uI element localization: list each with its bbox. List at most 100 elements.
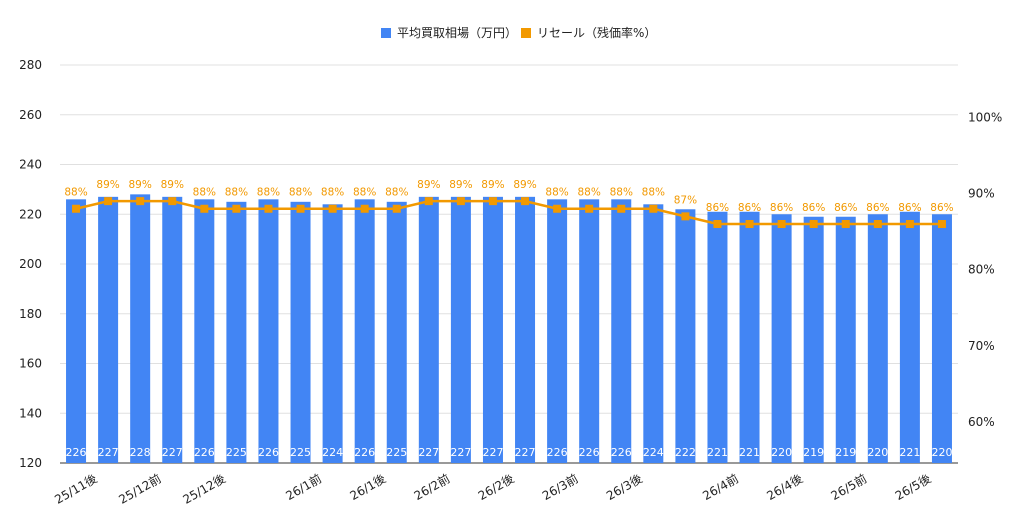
line-point: [937, 219, 946, 228]
bar-value-label: 228: [130, 446, 151, 459]
line-value-label: 86%: [802, 202, 825, 214]
line-value-label: 89%: [513, 179, 536, 191]
bar-value-label: 220: [771, 446, 792, 459]
bar: [707, 211, 728, 463]
bar-value-label: 226: [547, 446, 568, 459]
bar: [66, 199, 87, 463]
y-left-tick-label: 220: [19, 207, 42, 221]
line-point: [104, 197, 113, 206]
line-value-label: 86%: [834, 202, 857, 214]
bar: [771, 214, 792, 463]
bar: [354, 199, 375, 463]
line-value-label: 87%: [674, 194, 697, 206]
line-point: [360, 204, 369, 213]
line-point: [488, 197, 497, 206]
x-tick-label: 26/5前: [828, 471, 869, 503]
line-value-label: 86%: [770, 202, 793, 214]
y-left-tick-label: 120: [19, 456, 42, 470]
bar-value-label: 226: [258, 446, 279, 459]
bar: [450, 196, 471, 463]
line-value-label: 88%: [353, 187, 376, 199]
bar: [899, 211, 920, 463]
line-value-label: 88%: [610, 187, 633, 199]
line-value-label: 88%: [289, 187, 312, 199]
y-left-tick-label: 180: [19, 307, 42, 321]
y-right-tick-label: 90%: [968, 187, 995, 201]
line-series: 88% 89% 89% 89% 88% 88% 88% 88% 88% 88% 88% 89% 89% 8…: [64, 179, 954, 228]
bar-value-label: 220: [867, 446, 888, 459]
bar-value-label: 227: [482, 446, 503, 459]
x-tick-label: 25/12後: [181, 471, 228, 506]
bar: [322, 204, 343, 464]
line-point: [745, 219, 754, 228]
legend-swatch-buyback: [381, 28, 391, 38]
bar-value-label: 227: [98, 446, 119, 459]
y-left-tick-label: 160: [19, 357, 42, 371]
bar-value-label: 224: [643, 446, 664, 459]
y-axis-left: 120 140 160 180 200 220 240 260 280: [19, 58, 42, 470]
bar-value-label: 226: [194, 446, 215, 459]
bar-value-label: 221: [739, 446, 760, 459]
bar-value-label: 219: [835, 446, 856, 459]
bar: [226, 201, 247, 463]
bar: [98, 196, 119, 463]
bar-value-label: 224: [322, 446, 343, 459]
line-point: [713, 219, 722, 228]
bar: [162, 196, 183, 463]
bar: [386, 201, 407, 463]
bar-value-label: 220: [931, 446, 952, 459]
line-value-label: 86%: [738, 202, 761, 214]
line-point: [681, 212, 690, 221]
line-point: [392, 204, 401, 213]
line-point: [521, 197, 530, 206]
x-tick-label: 26/3前: [539, 471, 580, 503]
y-right-tick-label: 80%: [968, 263, 995, 277]
line-value-label: 89%: [481, 179, 504, 191]
y-right-tick-label: 100%: [968, 110, 1002, 124]
line-point: [424, 197, 433, 206]
bar-value-label: 219: [803, 446, 824, 459]
line-value-label: 88%: [225, 187, 248, 199]
line-point: [777, 219, 786, 228]
bar-value-label: 226: [579, 446, 600, 459]
line-point: [617, 204, 626, 213]
x-tick-label: 26/4前: [700, 471, 741, 503]
line-point: [328, 204, 337, 213]
y-left-tick-label: 140: [19, 406, 42, 420]
bar-value-label: 225: [226, 446, 247, 459]
legend-swatch-resale: [521, 28, 531, 38]
y-left-tick-label: 200: [19, 257, 42, 271]
legend: 平均買取相場（万円） リセール（残価率%）: [381, 25, 656, 40]
bar: [482, 196, 503, 463]
bar: [194, 199, 215, 463]
line-point: [905, 219, 914, 228]
legend-label-resale: リセール（残価率%）: [537, 25, 656, 40]
bar-value-label: 221: [707, 446, 728, 459]
line-point: [200, 204, 209, 213]
bar: [739, 211, 760, 463]
y-left-tick-label: 260: [19, 108, 42, 122]
y-left-tick-label: 240: [19, 158, 42, 172]
line-point: [296, 204, 305, 213]
line-value-label: 88%: [545, 187, 568, 199]
bar-value-label: 227: [418, 446, 439, 459]
line-point: [72, 204, 81, 213]
line-point: [264, 204, 273, 213]
line-point: [553, 204, 562, 213]
bar: [675, 209, 696, 463]
bar: [418, 196, 439, 463]
line-value-label: 89%: [449, 179, 472, 191]
line-value-label: 89%: [129, 179, 152, 191]
bar: [515, 196, 536, 463]
x-tick-label: 26/5後: [893, 471, 934, 503]
line-point: [456, 197, 465, 206]
y-right-tick-label: 70%: [968, 339, 995, 353]
bar-value-label: 222: [675, 446, 696, 459]
bar: [130, 194, 151, 463]
bar: [931, 214, 952, 463]
line-value-label: 86%: [898, 202, 921, 214]
bar: [290, 201, 311, 463]
x-axis: 25/11後 25/12前 25/12後 26/1前 26/1後 26/2前 26/2後 26…: [52, 471, 933, 507]
x-tick-label: 26/2前: [411, 471, 452, 503]
